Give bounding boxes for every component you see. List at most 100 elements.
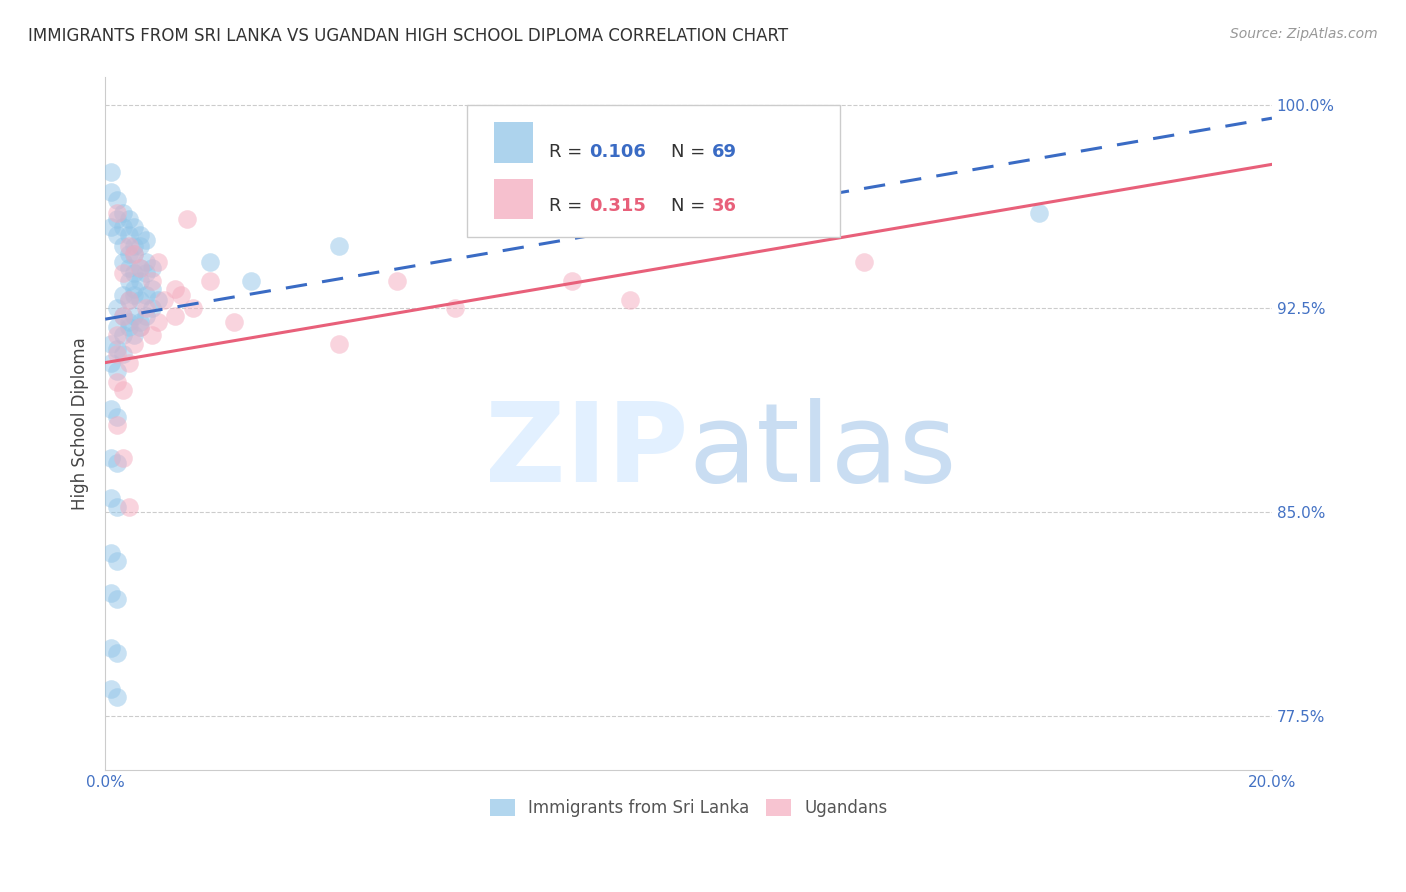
Point (117, 274, 139, 288)
Point (124, 336, 146, 351)
Point (129, 260, 152, 275)
Text: Source: ZipAtlas.com: Source: ZipAtlas.com (1230, 27, 1378, 41)
Point (111, 266, 134, 280)
Point (100, 165, 122, 179)
Point (135, 266, 157, 280)
Point (100, 336, 122, 351)
FancyBboxPatch shape (467, 105, 841, 236)
Text: N =: N = (671, 143, 711, 161)
Point (129, 274, 152, 288)
Point (129, 260, 152, 275)
Point (100, 401, 122, 416)
Point (111, 310, 134, 324)
Point (105, 500, 128, 514)
Text: 0.315: 0.315 (589, 197, 647, 215)
Point (328, 239, 350, 253)
Point (124, 328, 146, 343)
Point (105, 554, 128, 568)
Point (129, 320, 152, 334)
Text: N =: N = (671, 197, 711, 215)
Point (561, 274, 583, 288)
Point (111, 287, 134, 301)
Point (105, 690, 128, 704)
Point (328, 336, 350, 351)
Point (105, 227, 128, 242)
Point (619, 293, 641, 307)
Point (141, 260, 163, 275)
Point (852, 255, 875, 269)
Point (124, 219, 146, 234)
Point (170, 287, 193, 301)
FancyBboxPatch shape (494, 122, 533, 163)
Point (100, 450, 122, 465)
Point (129, 239, 152, 253)
Point (117, 260, 139, 275)
Point (124, 287, 146, 301)
Point (117, 293, 139, 307)
Text: 0.106: 0.106 (589, 143, 647, 161)
Point (444, 301, 467, 316)
Point (100, 586, 122, 600)
Point (105, 456, 128, 470)
Point (117, 320, 139, 334)
Point (117, 239, 139, 253)
Point (135, 310, 157, 324)
Point (105, 301, 128, 316)
Point (100, 185, 122, 199)
Point (100, 681, 122, 696)
Point (111, 206, 134, 220)
Point (117, 227, 139, 242)
Point (111, 255, 134, 269)
Text: 36: 36 (711, 197, 737, 215)
Point (117, 315, 139, 329)
Point (146, 255, 169, 269)
Point (111, 347, 134, 361)
Point (105, 320, 128, 334)
Point (135, 255, 157, 269)
Point (152, 293, 174, 307)
Point (100, 640, 122, 655)
Point (111, 310, 134, 324)
Point (105, 409, 128, 424)
Point (111, 450, 134, 465)
Point (105, 418, 128, 433)
Point (105, 342, 128, 356)
Point (105, 211, 128, 226)
Point (240, 274, 263, 288)
Point (117, 500, 139, 514)
Point (129, 315, 152, 329)
Point (141, 274, 163, 288)
Text: IMMIGRANTS FROM SRI LANKA VS UGANDAN HIGH SCHOOL DIPLOMA CORRELATION CHART: IMMIGRANTS FROM SRI LANKA VS UGANDAN HIG… (28, 27, 789, 45)
Point (124, 282, 146, 296)
Point (100, 356, 122, 370)
Point (135, 287, 157, 301)
Point (146, 315, 169, 329)
Point (100, 546, 122, 560)
Point (105, 646, 128, 660)
Text: R =: R = (548, 143, 588, 161)
Point (117, 356, 139, 370)
Point (124, 310, 146, 324)
Point (111, 239, 134, 253)
Text: ZIP: ZIP (485, 398, 689, 505)
Point (100, 491, 122, 506)
Point (105, 375, 128, 389)
Point (100, 219, 122, 234)
Point (111, 219, 134, 234)
Point (105, 328, 128, 343)
Text: atlas: atlas (689, 398, 957, 505)
Point (222, 315, 245, 329)
Point (141, 282, 163, 296)
Point (165, 282, 187, 296)
Point (165, 310, 187, 324)
Text: R =: R = (548, 197, 588, 215)
Point (111, 383, 134, 397)
Point (124, 247, 146, 261)
Point (385, 274, 408, 288)
Point (129, 227, 152, 242)
Y-axis label: High School Diploma: High School Diploma (72, 337, 89, 510)
Point (124, 247, 146, 261)
FancyBboxPatch shape (494, 178, 533, 219)
Point (105, 206, 128, 220)
Point (105, 193, 128, 207)
